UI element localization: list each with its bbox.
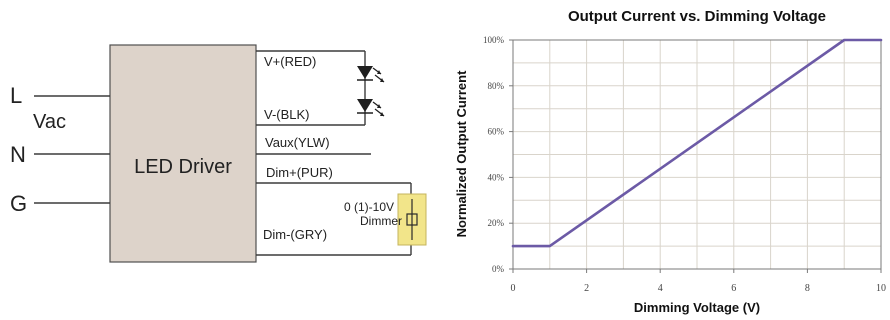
- wiring-diagram: L Vac N G LED Driver V+(RED) V-(BLK) Vau…: [10, 44, 427, 263]
- vac-label: Vac: [33, 111, 66, 133]
- y-axis-tick-label: 0%: [492, 264, 505, 274]
- x-axis-tick-label: 10: [876, 283, 886, 294]
- x-axis-tick-label: 6: [731, 283, 736, 294]
- led-symbol-top: [357, 66, 385, 83]
- led-triangle-top: [357, 66, 373, 79]
- dimmer-label-line-2: Dimmer: [360, 214, 402, 228]
- chart: Output Current vs. Dimming Voltage 0 2 4 6 8…: [454, 8, 886, 315]
- y-axis-tick-label: 80%: [488, 81, 505, 91]
- line-input-label-n: N: [10, 142, 26, 167]
- v-plus-label: V+(RED): [264, 54, 316, 69]
- led-driver-box: [109, 44, 257, 263]
- x-axis-title: Dimming Voltage (V): [634, 300, 760, 315]
- x-axis-tick-label: 4: [658, 283, 663, 294]
- led-symbol-bottom: [357, 99, 385, 117]
- y-axis-tick-label: 100%: [483, 35, 505, 45]
- dim-plus-label: Dim+(PUR): [266, 165, 333, 180]
- y-axis-tick-label: 60%: [488, 127, 505, 137]
- vaux-label: Vaux(YLW): [265, 135, 330, 150]
- x-axis-tick-label: 0: [511, 283, 516, 294]
- dimming-curve-0: [511, 38, 883, 248]
- dimmer-label-line-1: 0 (1)-10V: [344, 200, 394, 214]
- chart-series-layer: [511, 38, 883, 248]
- led-ray-head-top-1: [377, 70, 381, 74]
- plot-frame: [512, 39, 882, 270]
- led-driver-label: LED Driver: [134, 156, 232, 178]
- line-input-label-g: G: [10, 191, 27, 216]
- chart-title: Output Current vs. Dimming Voltage: [568, 8, 826, 25]
- x-axis-tick-label: 2: [584, 283, 589, 294]
- chart-ticks: 0 2 4 6 8 100%20%40%60%80%100%: [483, 35, 886, 294]
- y-axis-title: Normalized Output Current: [454, 70, 469, 238]
- x-axis-tick-label: 8: [805, 283, 810, 294]
- line-input-label-l: L: [10, 83, 22, 108]
- dim-minus-label: Dim-(GRY): [263, 227, 327, 242]
- led-ray-head-bottom-1: [377, 104, 381, 108]
- v-minus-label: V-(BLK): [264, 107, 310, 122]
- dimmer-knob: [406, 213, 418, 226]
- led-ray-head-bottom-2: [380, 112, 384, 116]
- led-triangle-bottom: [357, 99, 373, 112]
- y-axis-tick-label: 20%: [488, 218, 505, 228]
- led-ray-head-top-2: [380, 78, 384, 82]
- y-axis-tick-label: 40%: [488, 172, 505, 182]
